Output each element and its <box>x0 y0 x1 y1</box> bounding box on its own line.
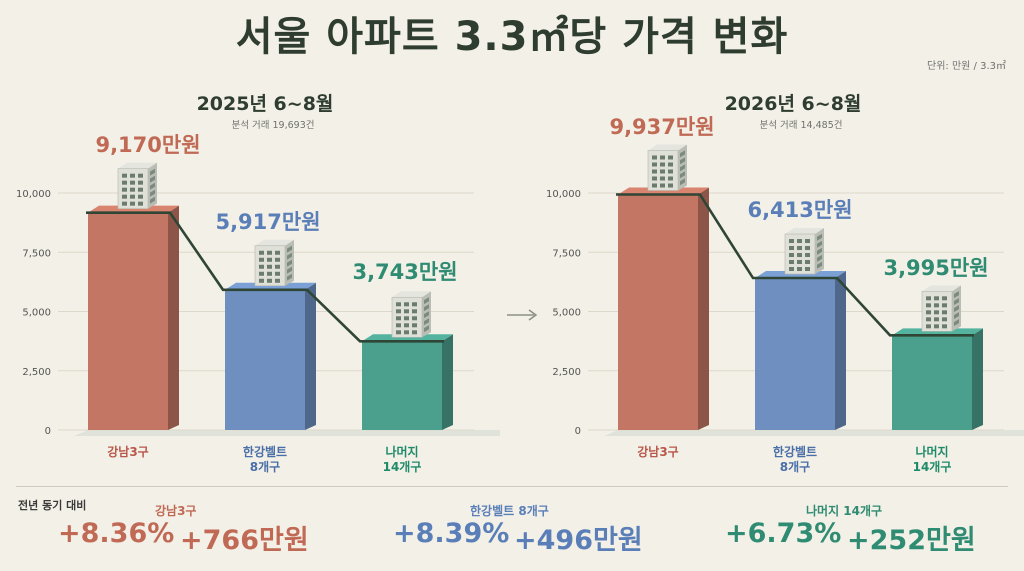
yoy-group-name-rest: 나머지 14개구 <box>806 504 883 518</box>
category-label: 8개구 <box>250 460 280 474</box>
category-label: 나머지 <box>385 444 418 459</box>
y-tick-label: 10,000 <box>16 189 51 200</box>
y-tick-label: 5,000 <box>22 308 51 319</box>
yoy-pct-gangnam: +8.36% <box>58 518 175 549</box>
bar <box>755 271 846 430</box>
value-label: 9,170만원 <box>95 133 200 157</box>
yoy-pct-rest: +6.73% <box>725 518 842 549</box>
y-tick-label: 2,500 <box>22 367 51 378</box>
building-icon <box>117 162 157 209</box>
arrow-right-icon <box>507 309 538 321</box>
panel-title: 2025년 6~8월 <box>197 93 334 115</box>
yoy-pct-hangang: +8.39% <box>393 518 510 549</box>
building-icon <box>254 239 294 287</box>
yoy-label: 전년 동기 대비 <box>18 499 87 512</box>
category-label: 나머지 <box>915 444 948 459</box>
value-label: 9,937만원 <box>609 115 714 139</box>
trend-line <box>86 211 444 343</box>
y-tick-label: 2,500 <box>552 367 581 378</box>
yoy-group-name-gangnam: 강남3구 <box>155 504 197 518</box>
category-label: 강남3구 <box>637 444 678 459</box>
y-tick-label: 7,500 <box>552 248 581 259</box>
building-icon <box>784 228 824 275</box>
bar <box>88 205 179 430</box>
yoy-amount-rest: +252만원 <box>847 525 976 556</box>
bar <box>618 187 709 430</box>
category-label: 강남3구 <box>107 444 148 459</box>
value-label: 6,413만원 <box>747 198 852 222</box>
floor-shadow <box>604 430 1024 436</box>
floor-shadow <box>74 430 500 436</box>
panel-subtitle: 분석 거래 14,485건 <box>760 120 843 131</box>
value-label: 3,743만원 <box>352 260 457 284</box>
bar <box>362 334 453 430</box>
yoy-amount-gangnam: +766만원 <box>180 525 309 556</box>
category-label: 8개구 <box>780 460 810 474</box>
yoy-amount-hangang: +496만원 <box>514 525 643 556</box>
building-icon <box>647 144 687 191</box>
y-tick-label: 0 <box>575 426 581 437</box>
y-tick-label: 10,000 <box>546 189 581 200</box>
building-icon <box>391 291 431 338</box>
y-tick-label: 0 <box>45 426 51 437</box>
category-label: 14개구 <box>383 460 422 474</box>
building-icon <box>921 285 961 332</box>
y-tick-label: 5,000 <box>552 308 581 319</box>
value-label: 5,917만원 <box>215 210 320 234</box>
category-label: 한강벨트 <box>773 444 817 459</box>
category-label: 14개구 <box>913 460 952 474</box>
category-label: 한강벨트 <box>243 444 287 459</box>
page-title: 서울 아파트 3.3㎡당 가격 변화 <box>235 14 789 60</box>
panel-subtitle: 분석 거래 19,693건 <box>232 120 315 131</box>
unit-note: 단위: 만원 / 3.3㎡ <box>927 61 1006 72</box>
value-label: 3,995만원 <box>883 256 988 280</box>
panel-title: 2026년 6~8월 <box>725 93 862 115</box>
trend-line <box>616 193 974 337</box>
yoy-group-name-hangang: 한강벨트 8개구 <box>470 504 549 518</box>
bar <box>892 328 983 430</box>
y-tick-label: 7,500 <box>22 248 51 259</box>
bar <box>225 282 316 430</box>
divider <box>16 486 1008 487</box>
